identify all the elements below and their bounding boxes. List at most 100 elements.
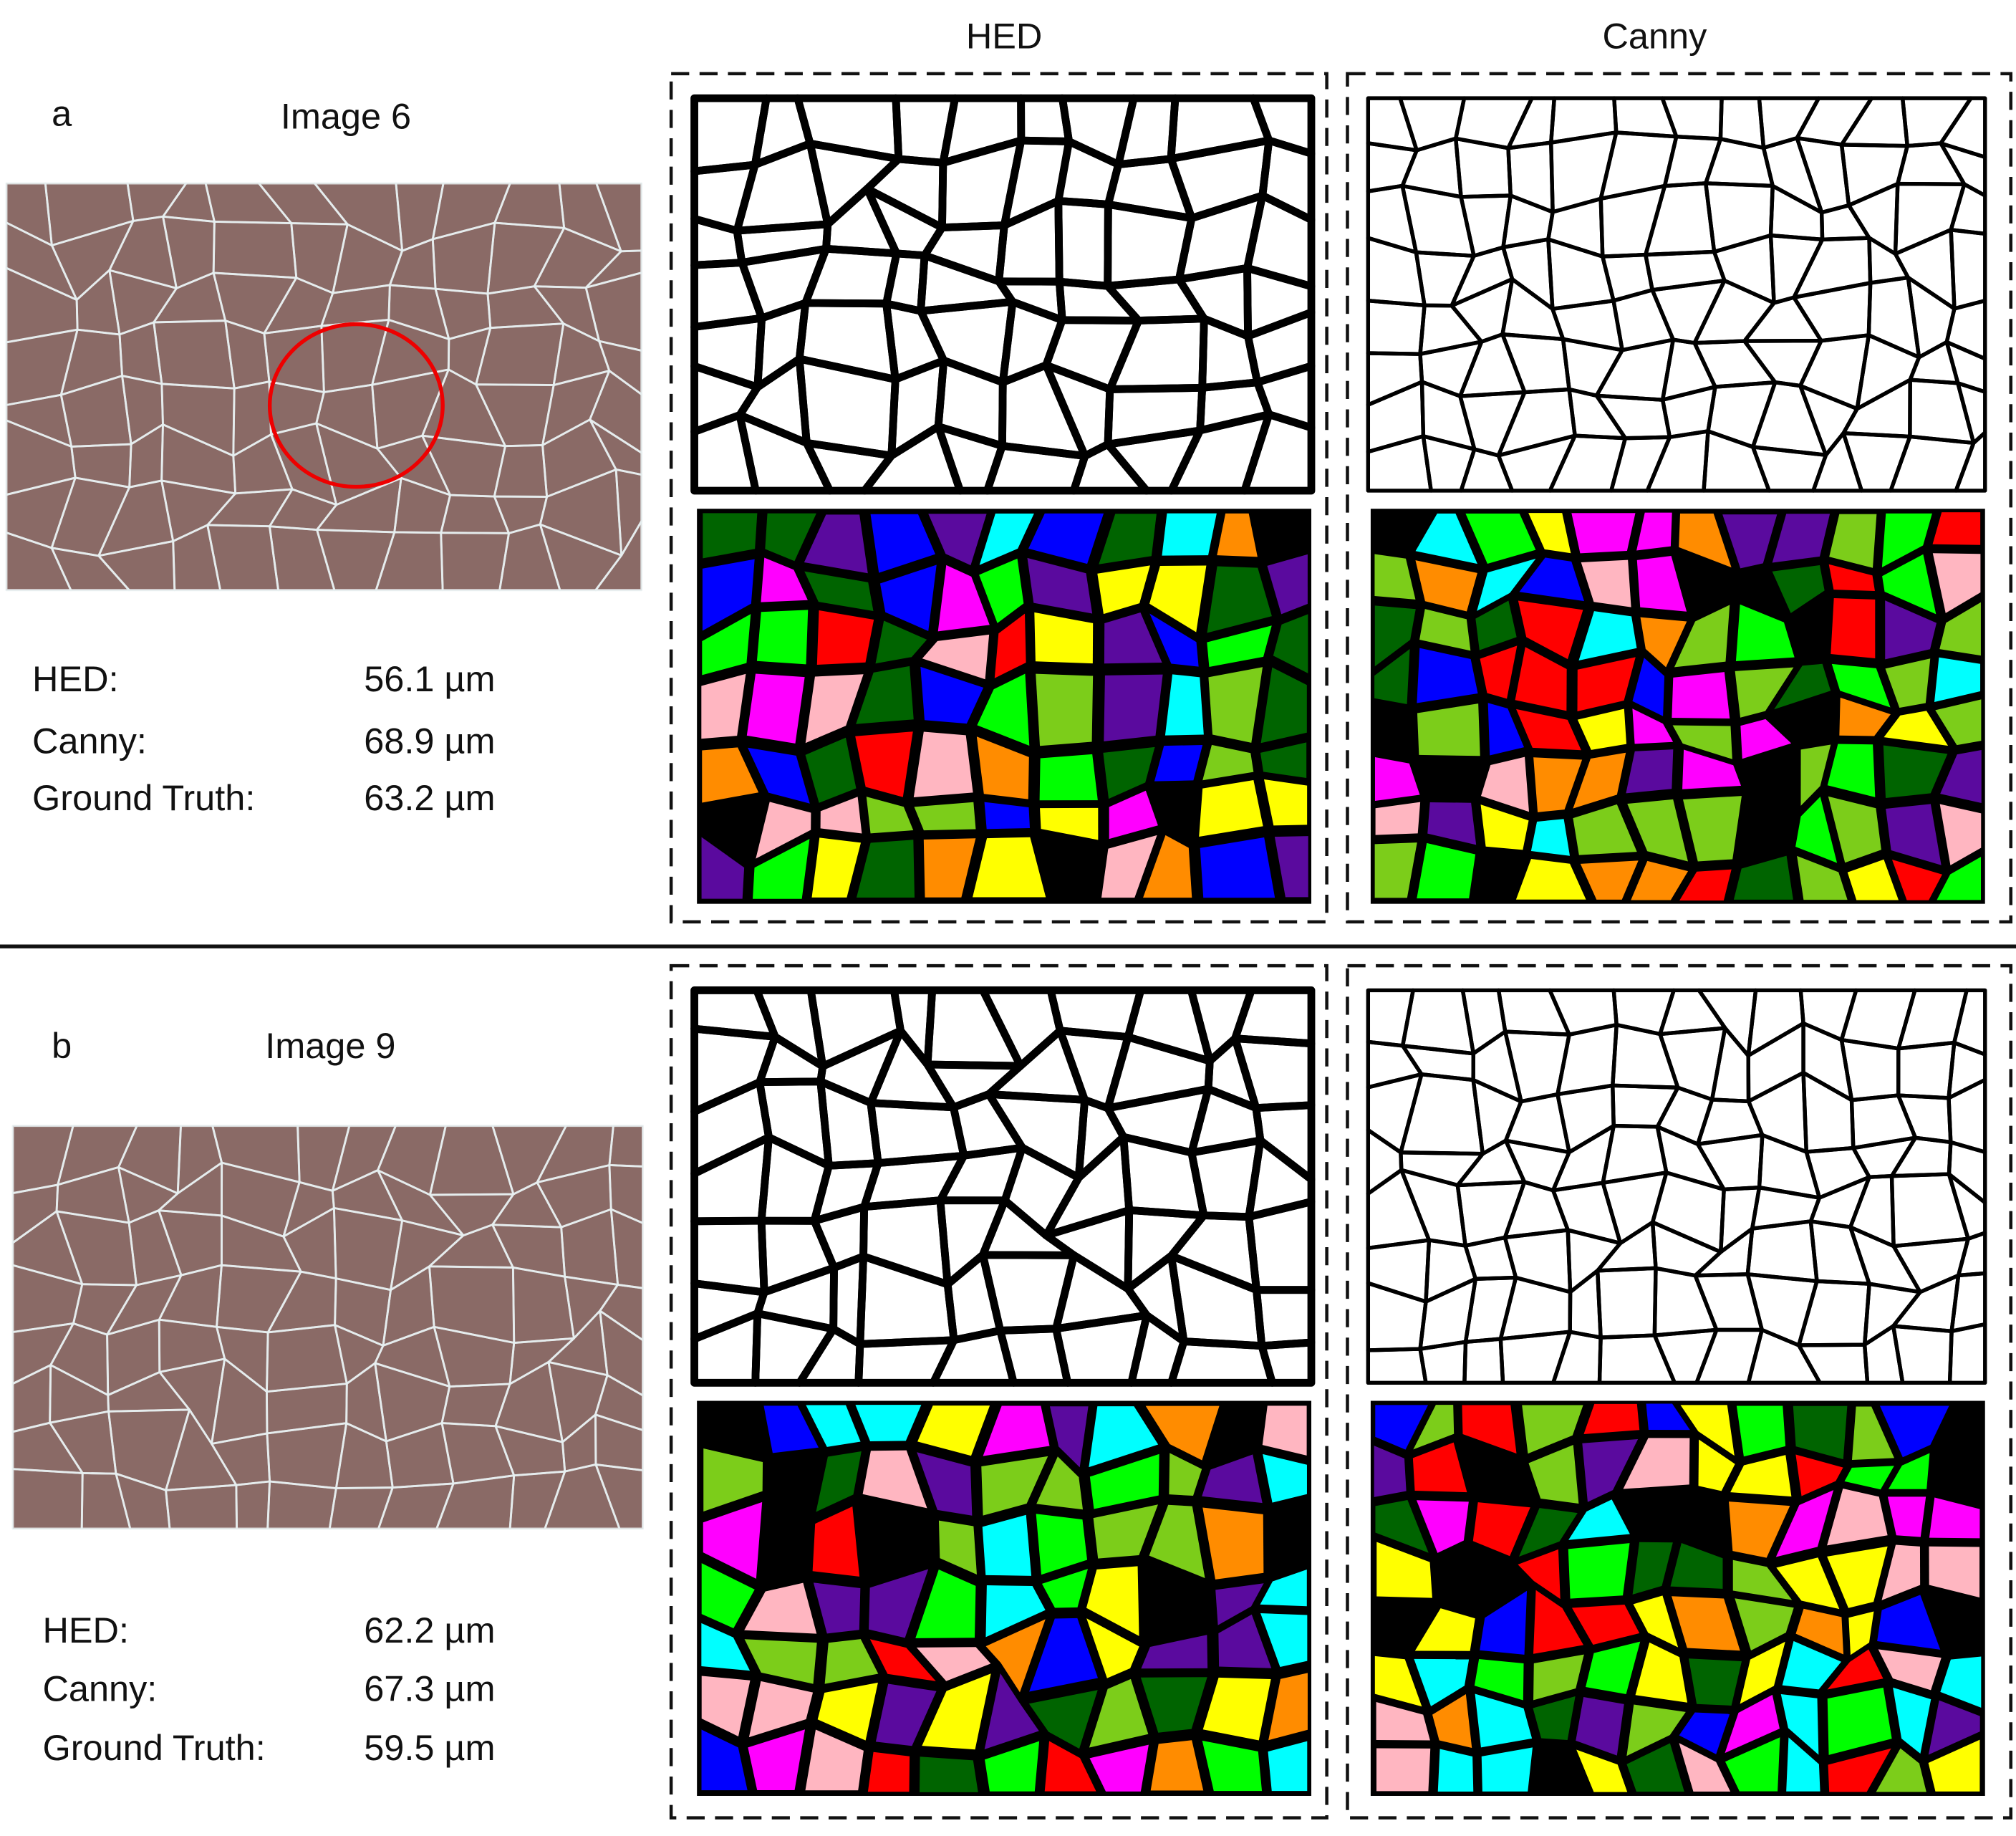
grain-region xyxy=(1437,1749,1474,1792)
grain-region xyxy=(917,1405,990,1456)
grain-region xyxy=(923,838,976,898)
grain-region xyxy=(1207,625,1272,667)
grain-region xyxy=(1679,1712,1730,1754)
grain-region xyxy=(1487,703,1525,756)
grain-region xyxy=(1202,1740,1263,1792)
grain-region xyxy=(1374,1446,1407,1497)
grain-region xyxy=(701,1729,748,1791)
grain-region xyxy=(1260,1613,1308,1668)
grain-region xyxy=(1149,565,1207,633)
grain-region xyxy=(1044,1741,1096,1792)
grain-region xyxy=(1882,554,1937,615)
grain-region xyxy=(1515,859,1586,900)
grain-region xyxy=(1631,860,1689,900)
grain-region xyxy=(1154,744,1203,782)
grain-region xyxy=(1672,725,1732,759)
grain-region xyxy=(1670,1543,1723,1589)
grain-region xyxy=(812,1506,860,1577)
edge-image xyxy=(690,986,1316,1387)
grain-region xyxy=(1877,1595,1941,1650)
grain-region xyxy=(1672,672,1730,718)
grain-region xyxy=(1928,1739,1980,1792)
grain-region xyxy=(937,564,990,632)
grain-region xyxy=(1883,745,1948,799)
grain-region xyxy=(1725,1694,1780,1754)
grain-region xyxy=(1475,1693,1533,1748)
grain-region xyxy=(1374,842,1417,898)
grain-region xyxy=(1679,869,1732,901)
grain-region xyxy=(1262,1405,1307,1456)
grain-region xyxy=(1795,1608,1844,1655)
grain-region xyxy=(1729,1501,1790,1558)
grain-region xyxy=(869,1639,936,1681)
grain-region xyxy=(1576,1749,1628,1792)
grain-region xyxy=(1419,609,1471,651)
grain-region xyxy=(1140,1677,1207,1733)
grain-region xyxy=(1415,513,1477,564)
grain-region xyxy=(816,610,874,665)
grain-region xyxy=(1680,1405,1735,1456)
grain-region xyxy=(1586,1641,1641,1694)
grain-region xyxy=(856,665,914,724)
column-header: Canny xyxy=(1602,16,1707,57)
grain-region xyxy=(1260,667,1307,744)
grain-region xyxy=(879,564,937,631)
panel-label: b xyxy=(52,1025,72,1066)
grain-region xyxy=(1774,663,1831,710)
grain-region xyxy=(1828,1748,1891,1792)
grain-boundary xyxy=(1947,1322,1987,1385)
grain-region xyxy=(805,674,864,744)
grain-region xyxy=(1202,1454,1263,1504)
grain-region xyxy=(1202,744,1254,781)
grain-region xyxy=(920,666,984,724)
image-background xyxy=(13,1125,643,1529)
grain-region xyxy=(1145,1405,1220,1461)
grain-region xyxy=(1827,744,1876,797)
grain-region xyxy=(1736,1405,1786,1457)
grain-region xyxy=(1740,718,1792,759)
grain-region xyxy=(1089,1678,1149,1748)
grain-region xyxy=(1516,708,1581,751)
grain-region xyxy=(1528,513,1571,554)
grain-region xyxy=(1929,1497,1980,1539)
grain-region xyxy=(1573,752,1626,809)
grain-region xyxy=(1782,1640,1841,1690)
grain-region xyxy=(1215,1583,1264,1625)
grain-region xyxy=(765,513,816,562)
grain-region xyxy=(1086,1618,1139,1678)
grain-region xyxy=(1934,657,1981,703)
grain-region xyxy=(1218,1614,1272,1668)
grain-region xyxy=(1374,1655,1422,1707)
grain-region xyxy=(916,1647,991,1681)
dashed-frame xyxy=(669,72,1328,924)
grain-region xyxy=(1885,658,1931,708)
grain-region xyxy=(1689,1658,1742,1706)
grain-region xyxy=(1733,855,1793,900)
grain-region xyxy=(703,1448,763,1512)
grain-region xyxy=(1376,1701,1430,1741)
metric-name: Ground Truth: xyxy=(42,1727,265,1768)
grain-region xyxy=(1582,1438,1639,1502)
grain-region xyxy=(1891,859,1942,900)
grain-region xyxy=(805,737,857,803)
grain-region xyxy=(748,1729,806,1791)
grain-region xyxy=(1260,742,1307,778)
grain-region xyxy=(703,513,758,559)
grain-region xyxy=(1089,1453,1159,1509)
grain-region xyxy=(866,797,914,834)
grain-region xyxy=(1636,512,1672,551)
grain-region xyxy=(1828,796,1881,863)
grain-region xyxy=(1036,1514,1088,1575)
grain-region xyxy=(1268,1741,1308,1792)
grain-region xyxy=(1375,1405,1429,1450)
grain-region xyxy=(1775,1490,1834,1557)
grain-region xyxy=(1374,605,1416,667)
grain-region xyxy=(1041,1569,1088,1608)
grain-region xyxy=(1480,645,1518,699)
grain-region xyxy=(1374,554,1416,600)
grain-region xyxy=(703,1501,763,1579)
grain-region xyxy=(915,1569,976,1638)
grain-region xyxy=(984,802,1030,830)
grain-region xyxy=(1475,600,1517,650)
grain-region xyxy=(1776,1557,1840,1610)
